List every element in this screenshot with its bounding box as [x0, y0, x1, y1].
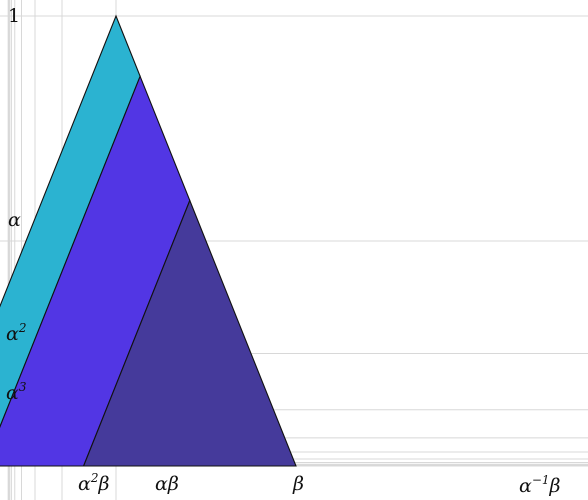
x-label-alpha2-beta: α2β	[78, 471, 109, 495]
y-label-1: 1	[8, 5, 20, 27]
x-label-beta: β	[292, 473, 304, 495]
y-label-alpha: α	[8, 209, 21, 231]
y-label-alpha-squared: α2	[6, 321, 26, 345]
x-label-alpha-beta: αβ	[155, 473, 179, 495]
x-label-alpha-inv-beta: α−1β	[519, 473, 561, 497]
diamond-bands	[0, 14, 297, 467]
band-bottom	[82, 199, 297, 467]
y-label-alpha-cubed: α3	[6, 380, 27, 404]
